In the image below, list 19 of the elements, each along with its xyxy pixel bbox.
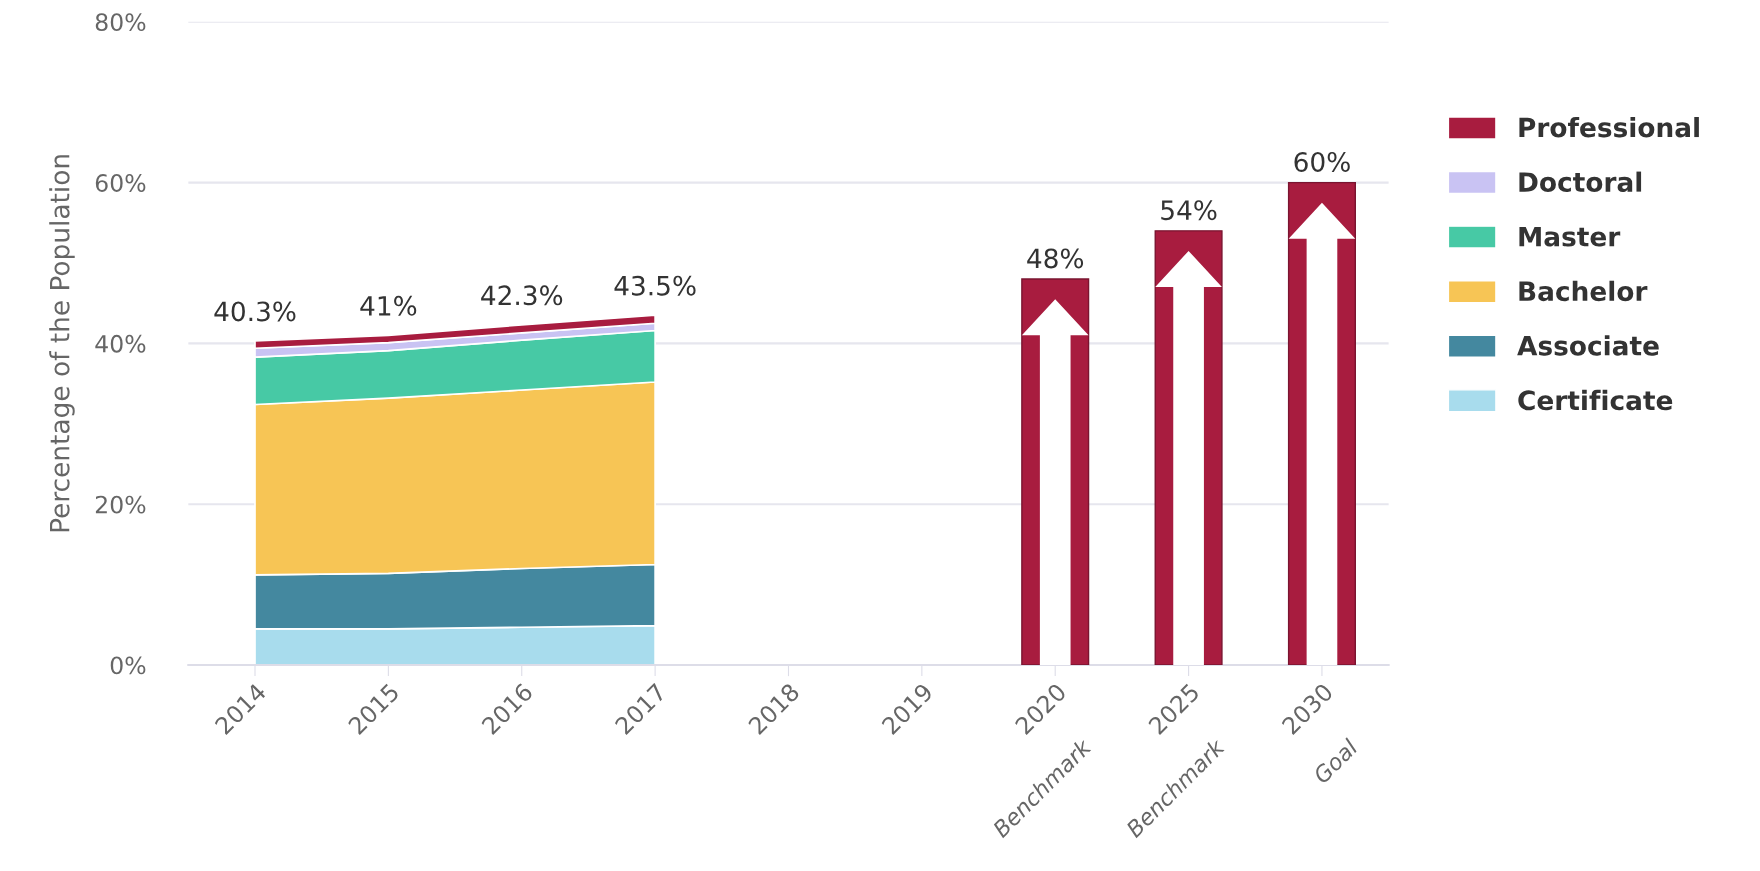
data-label: 54%	[1161, 200, 1217, 221]
legend-label: Professional	[1519, 117, 1699, 138]
total-label: 43.5%	[614, 275, 696, 296]
data-label: 48%	[1027, 248, 1084, 269]
legend-label: Master	[1519, 226, 1621, 247]
legend-label: Certificate	[1518, 389, 1673, 411]
y-tick-label: 60%	[95, 174, 146, 192]
y-tick-label: 0%	[110, 656, 146, 675]
y-axis-title: Percentage of the Population	[49, 155, 75, 532]
data-label: 60%	[1294, 151, 1350, 172]
total-label: 41%	[360, 295, 417, 316]
y-tick-label: 40%	[95, 334, 146, 353]
legend-label: Doctoral	[1519, 171, 1642, 193]
legend-label: Bachelor	[1519, 280, 1648, 302]
y-tick-label: 80%	[95, 13, 146, 32]
total-label: 42.3%	[481, 285, 563, 306]
y-tick-label: 20%	[95, 495, 146, 514]
total-label: 40.3%	[214, 301, 296, 322]
legend-label: Associate	[1517, 335, 1659, 356]
